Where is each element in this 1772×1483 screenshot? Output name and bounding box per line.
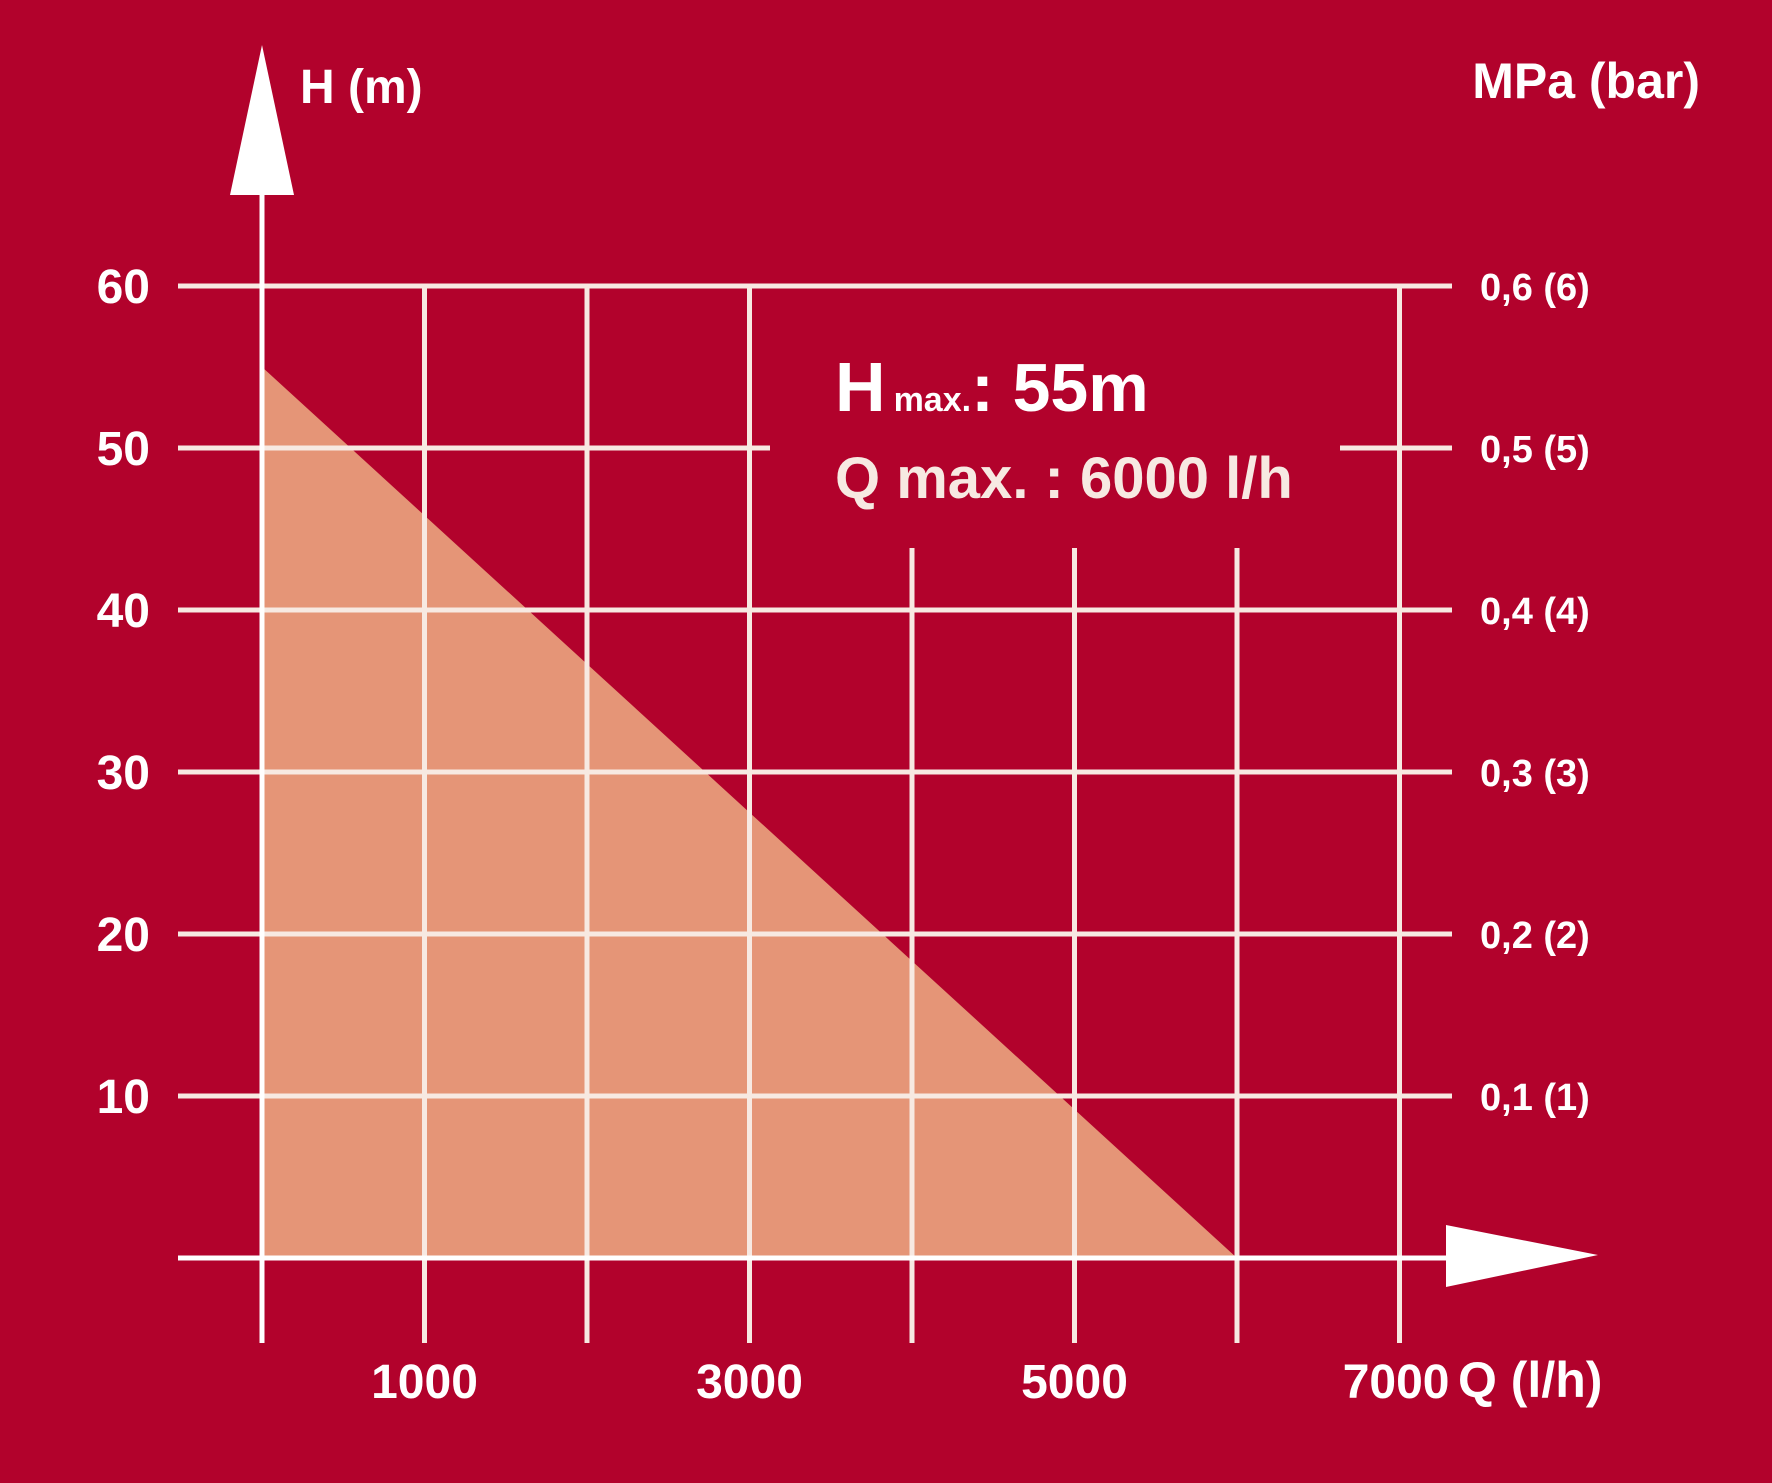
y2-tick-label: 0,4 (4)	[1480, 591, 1590, 633]
hmax-symbol: H	[835, 348, 886, 426]
y2-tick-label: 0,3 (3)	[1480, 753, 1590, 795]
x-tick-label: 5000	[1021, 1356, 1128, 1409]
y-axis-label: H (m)	[300, 61, 423, 114]
x-tick-label: 3000	[696, 1356, 803, 1409]
y-tick-label: 30	[97, 747, 150, 800]
hmax-subscript: max.	[894, 381, 972, 419]
y2-axis-label: MPa (bar)	[1472, 53, 1700, 109]
y-tick-label: 50	[97, 423, 150, 476]
y2-tick-label: 0,2 (2)	[1480, 915, 1590, 957]
y2-tick-label: 0,6 (6)	[1480, 267, 1590, 309]
y-tick-label: 20	[97, 909, 150, 962]
x-tick-label: 1000	[371, 1356, 478, 1409]
y2-tick-label: 0,5 (5)	[1480, 429, 1590, 471]
hmax-value: : 55m	[971, 350, 1149, 426]
x-tick-label: 7000	[1343, 1356, 1450, 1409]
y-tick-label: 40	[97, 585, 150, 638]
y-tick-label: 60	[97, 261, 150, 314]
x-axis-arrow-icon	[1446, 1225, 1598, 1287]
y-axis-arrow-icon	[230, 45, 294, 195]
x-axis-label: Q (l/h)	[1458, 1352, 1602, 1408]
y-tick-label: 10	[97, 1071, 150, 1124]
y2-tick-label: 0,1 (1)	[1480, 1077, 1590, 1119]
qmax-annotation: Q max. : 6000 l/h	[835, 446, 1293, 511]
